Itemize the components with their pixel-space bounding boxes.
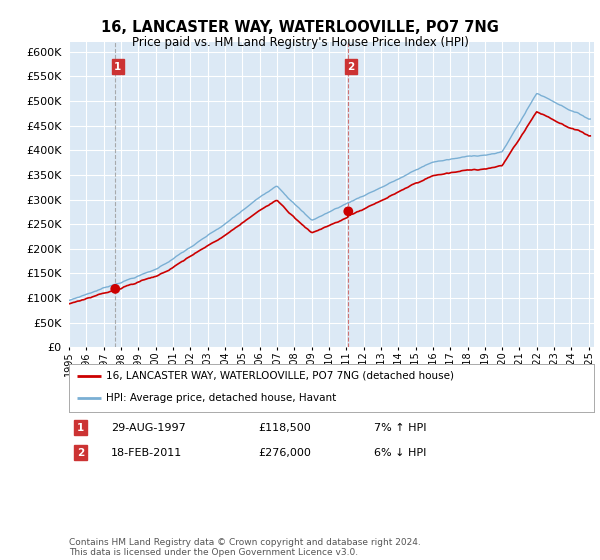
Text: 1: 1 — [114, 62, 121, 72]
Text: 2: 2 — [77, 448, 84, 458]
Text: Contains HM Land Registry data © Crown copyright and database right 2024.
This d: Contains HM Land Registry data © Crown c… — [69, 538, 421, 557]
Text: 6% ↓ HPI: 6% ↓ HPI — [373, 448, 426, 458]
Text: 2: 2 — [347, 62, 355, 72]
Text: 29-AUG-1997: 29-AUG-1997 — [111, 423, 186, 432]
Text: 7% ↑ HPI: 7% ↑ HPI — [373, 423, 426, 432]
Text: £118,500: £118,500 — [258, 423, 311, 432]
Text: Price paid vs. HM Land Registry's House Price Index (HPI): Price paid vs. HM Land Registry's House … — [131, 36, 469, 49]
Point — [110, 284, 120, 293]
Text: £276,000: £276,000 — [258, 448, 311, 458]
Text: HPI: Average price, detached house, Havant: HPI: Average price, detached house, Hava… — [106, 393, 336, 403]
Text: 1: 1 — [77, 423, 84, 432]
Text: 16, LANCASTER WAY, WATERLOOVILLE, PO7 7NG (detached house): 16, LANCASTER WAY, WATERLOOVILLE, PO7 7N… — [106, 371, 454, 381]
Text: 16, LANCASTER WAY, WATERLOOVILLE, PO7 7NG: 16, LANCASTER WAY, WATERLOOVILLE, PO7 7N… — [101, 20, 499, 35]
Point — [344, 207, 353, 216]
Text: 18-FEB-2011: 18-FEB-2011 — [111, 448, 182, 458]
